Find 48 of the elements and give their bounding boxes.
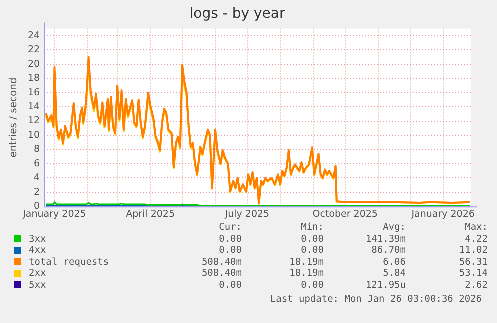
y-tick-label: 10	[28, 130, 40, 141]
text: 11.02	[458, 245, 488, 256]
y-tick-label: 2	[34, 186, 40, 198]
text: 0.00	[300, 280, 324, 291]
text: 18.19m	[288, 268, 324, 280]
text: 508.40m	[200, 268, 242, 280]
text: Max:	[464, 222, 488, 234]
legend-label: 3xx	[28, 234, 48, 245]
legend-label: total requests	[28, 256, 110, 268]
text: Min:	[300, 222, 324, 234]
y-axis-title: entries / second	[8, 78, 20, 158]
legend-label: 2xx	[28, 268, 48, 280]
text: 86.70m	[370, 245, 406, 256]
text: 0.00	[218, 280, 242, 291]
text: 141.39m	[364, 234, 406, 245]
text: 508.40m	[200, 256, 242, 268]
text: 56.31	[458, 256, 488, 268]
text: 0.00	[218, 245, 242, 256]
text: Last update: Mon Jan 26 03:00:36 2026	[270, 294, 482, 305]
x-tick-label: January 2026	[410, 208, 475, 220]
y-tick-label: 4	[34, 172, 40, 184]
text: 5.84	[382, 268, 406, 280]
x-tick-label: April 2025	[126, 208, 176, 220]
legend-label: 5xx	[28, 280, 48, 291]
y-tick-label: 14	[28, 102, 40, 112]
text: 0.00	[218, 234, 242, 245]
chart-title: logs - by year	[190, 6, 286, 22]
y-tick-label: 20	[28, 58, 40, 70]
text: Avg:	[382, 222, 406, 234]
y-tick-label: 22	[28, 44, 40, 56]
y-tick-label: 12	[28, 116, 40, 127]
text: 18.19m	[288, 256, 324, 268]
text: 121.95u	[364, 280, 406, 291]
text: 0.00	[300, 245, 324, 256]
text: 2.62	[464, 280, 488, 291]
y-tick-label: 24	[28, 30, 40, 42]
text: 4.22	[464, 234, 488, 245]
y-tick-label: 18	[28, 73, 40, 84]
x-tick-label: July 2025	[224, 208, 270, 220]
y-tick-label: 6	[34, 158, 40, 170]
y-tick-label: 16	[28, 87, 40, 98]
legend-label: 4xx	[28, 245, 48, 256]
text: 53.14	[458, 268, 488, 280]
text: Cur:	[218, 222, 242, 234]
text: 6.06	[382, 256, 406, 268]
text: 0.00	[300, 234, 324, 245]
y-tick-label: 8	[34, 144, 40, 156]
x-tick-label: October 2025	[312, 208, 378, 220]
